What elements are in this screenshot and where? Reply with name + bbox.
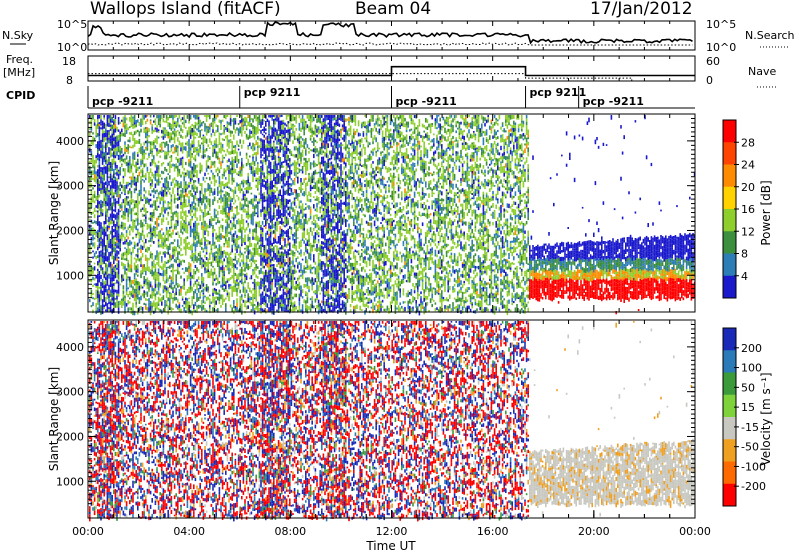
sky-tick-top: 10^5 xyxy=(57,18,87,31)
colorbar-tick-label: 15 xyxy=(741,401,755,414)
cpid-segment-label: pcp -9211 xyxy=(92,95,153,108)
range-tick-label: 4000 xyxy=(56,135,84,148)
date-title: 17/Jan/2012 xyxy=(590,0,693,19)
time-tick-label: 08:00 xyxy=(274,525,306,538)
colorbar-segment xyxy=(723,417,736,440)
power-colorbar: 28 24 20 16 12 8 4 xyxy=(723,120,755,299)
range-tick-label: 1000 xyxy=(56,269,84,282)
velocity-ylabel: Slant Range [km] xyxy=(47,367,61,471)
time-tick-label: 00:00 xyxy=(72,525,104,538)
search-tick-bottom: 10^0 xyxy=(706,41,736,54)
time-axis-label: Time UT xyxy=(365,539,416,553)
colorbar-segment xyxy=(723,395,736,418)
search-tick-top: 10^5 xyxy=(706,18,736,31)
nsky-label: N.Sky xyxy=(2,29,34,42)
time-tick-label: 00:00 xyxy=(679,525,711,538)
range-tick-label: 1000 xyxy=(56,475,84,488)
colorbar-segment xyxy=(723,120,736,143)
nave-tick-bottom: 0 xyxy=(706,74,713,87)
noise-sky-line xyxy=(88,22,693,43)
colorbar-tick-label: -200 xyxy=(741,480,766,493)
beam-title: Beam 04 xyxy=(355,0,431,19)
colorbar-tick-label: 4 xyxy=(741,270,748,283)
colorbar-tick-label: -15 xyxy=(741,421,759,434)
cpid-segment-label: pcp 9211 xyxy=(530,86,587,99)
time-tick-label: 12:00 xyxy=(376,525,408,538)
colorbar-segment xyxy=(723,165,736,188)
freq-tick-top: 18 xyxy=(62,55,76,68)
colorbar-tick-label: 28 xyxy=(741,136,755,149)
colorbar-tick-label: 50 xyxy=(741,381,755,394)
sky-tick-bottom: 10^0 xyxy=(57,41,87,54)
colorbar-segment xyxy=(723,462,736,485)
nave-label: Nave xyxy=(748,65,776,78)
velocity-colorbar-label: Velocity [m s⁻¹] xyxy=(759,372,773,465)
time-tick-label: 16:00 xyxy=(477,525,509,538)
colorbar-segment xyxy=(723,254,736,277)
time-tick-label: 04:00 xyxy=(173,525,205,538)
colorbar-tick-label: 8 xyxy=(741,248,748,261)
cpid-label: CPID xyxy=(6,89,35,102)
freq-label-line2: [MHz] xyxy=(3,66,35,79)
colorbar-tick-label: 12 xyxy=(741,225,755,238)
freq-label-line1: Freq. xyxy=(6,53,33,66)
colorbar-tick-label: 16 xyxy=(741,203,755,216)
colorbar-segment xyxy=(723,350,736,373)
colorbar-tick-label: 20 xyxy=(741,181,755,194)
nave-tick-top: 60 xyxy=(706,55,720,68)
noise-panel: N.Sky 10^5 10^0 10^5 10^0 N.Search xyxy=(2,18,795,54)
power-ylabel: Slant Range [km] xyxy=(47,161,61,265)
power-heatmap xyxy=(89,115,695,315)
power-colorbar-label: Power [dB] xyxy=(759,180,773,245)
cpid-segment-label: pcp 9211 xyxy=(244,86,301,99)
velocity-heatmap xyxy=(89,321,695,521)
noise-search-line xyxy=(88,43,693,45)
colorbar-segment xyxy=(723,231,736,254)
frequency-line xyxy=(88,67,695,76)
radar-summary-plot: Wallops Island (fitACF) Beam 04 17/Jan/2… xyxy=(0,0,800,554)
range-tick-label: 4000 xyxy=(56,341,84,354)
colorbar-tick-label: 200 xyxy=(741,342,762,355)
colorbar-segment xyxy=(723,209,736,232)
colorbar-segment xyxy=(723,373,736,396)
nsearch-label: N.Search xyxy=(745,29,795,42)
colorbar-segment xyxy=(723,142,736,165)
colorbar-tick-label: -50 xyxy=(741,441,759,454)
colorbar-segment xyxy=(723,276,736,299)
colorbar-segment xyxy=(723,484,736,507)
time-tick-label: 20:00 xyxy=(578,525,610,538)
station-title: Wallops Island (fitACF) xyxy=(90,0,281,19)
colorbar-tick-label: 24 xyxy=(741,159,755,172)
cpid-segment-label: pcp -9211 xyxy=(583,95,644,108)
frequency-panel: Freq. [MHz] 18 8 60 0 Nave xyxy=(3,53,778,87)
cpid-segment-label: pcp -9211 xyxy=(396,95,457,108)
colorbar-segment xyxy=(723,439,736,462)
freq-tick-bottom: 8 xyxy=(66,74,73,87)
colorbar-segment xyxy=(723,187,736,210)
